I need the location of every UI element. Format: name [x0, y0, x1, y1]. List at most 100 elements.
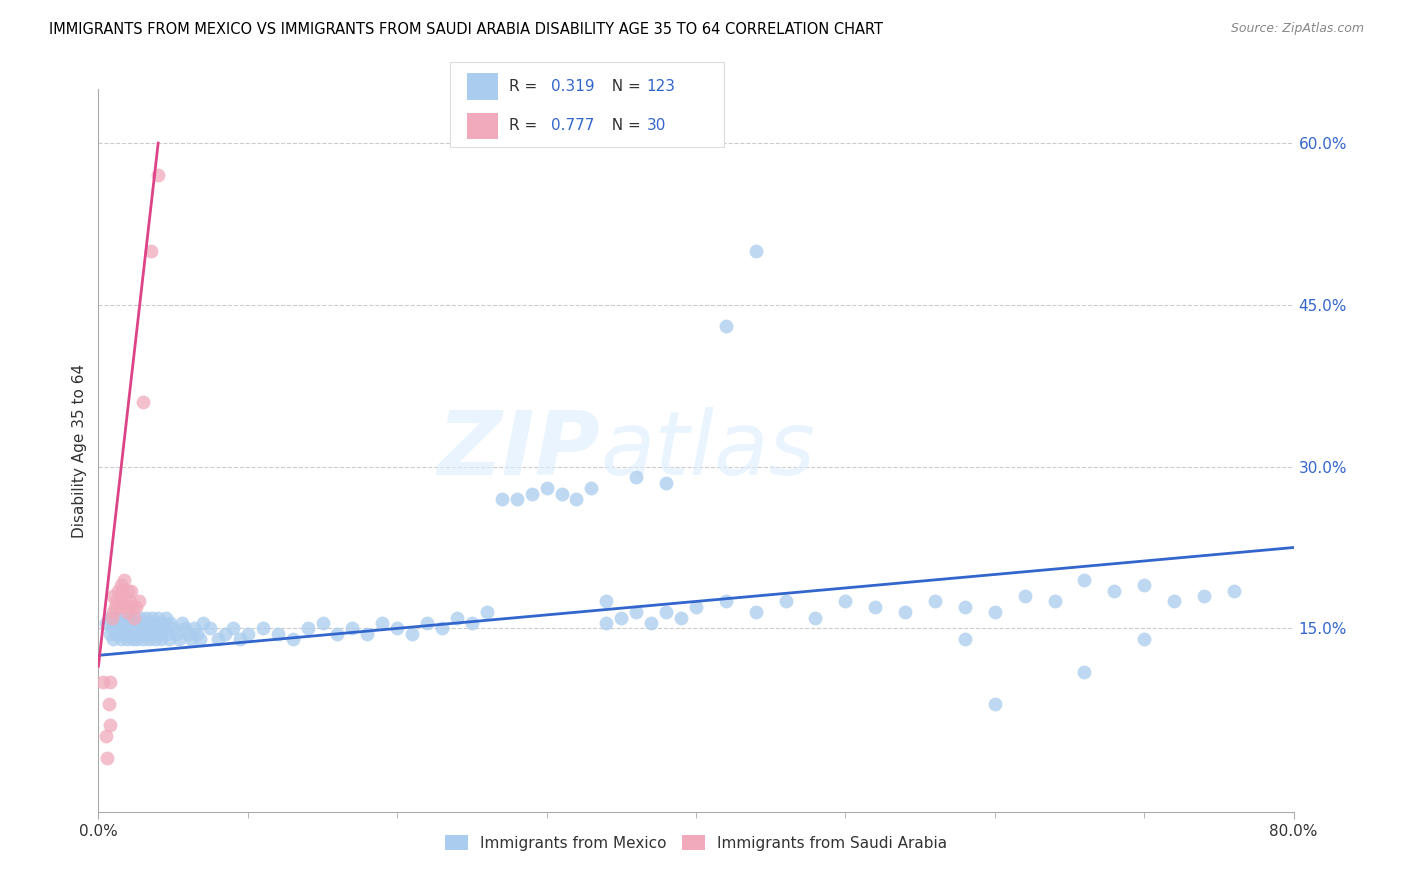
Point [356, 627, 378, 641]
Point [520, 486, 543, 500]
Point [141, 610, 163, 624]
Point [115, 632, 138, 647]
Point [128, 621, 150, 635]
Point [105, 627, 128, 641]
Point [207, 632, 229, 647]
Point [162, 621, 184, 635]
Point [110, 578, 132, 592]
Point [125, 615, 148, 630]
Point [103, 605, 125, 619]
Point [311, 615, 333, 630]
Point [103, 615, 125, 630]
Point [125, 599, 148, 614]
Point [132, 615, 155, 630]
Text: N =: N = [602, 119, 645, 134]
Point [669, 610, 692, 624]
Point [326, 627, 349, 641]
Text: 0.319: 0.319 [551, 78, 595, 94]
Point [1104, 583, 1126, 598]
Point [107, 583, 129, 598]
Point [110, 594, 132, 608]
Point [894, 605, 917, 619]
Point [104, 599, 127, 614]
Point [401, 627, 423, 641]
Point [595, 615, 617, 630]
Point [134, 621, 156, 635]
Point [865, 599, 887, 614]
Text: Source: ZipAtlas.com: Source: ZipAtlas.com [1230, 22, 1364, 36]
Point [148, 169, 170, 183]
Point [174, 621, 197, 635]
Point [145, 615, 167, 630]
Point [97, 697, 120, 711]
Point [114, 615, 136, 630]
Point [252, 621, 274, 635]
Point [104, 610, 127, 624]
Text: ZIP: ZIP [437, 407, 600, 494]
Text: R =: R = [509, 78, 543, 94]
Point [105, 594, 128, 608]
Point [142, 627, 165, 641]
Point [152, 615, 174, 630]
Point [385, 621, 409, 635]
Point [139, 244, 162, 258]
Point [117, 610, 139, 624]
Point [804, 610, 827, 624]
Point [165, 627, 187, 641]
Point [153, 621, 176, 635]
Text: atlas: atlas [600, 408, 815, 493]
Point [167, 632, 190, 647]
Point [984, 605, 1007, 619]
Point [953, 599, 976, 614]
Point [581, 481, 603, 495]
Point [191, 615, 214, 630]
Point [150, 632, 173, 647]
Point [139, 621, 162, 635]
Text: N =: N = [602, 78, 645, 94]
Point [128, 594, 150, 608]
Point [91, 675, 114, 690]
Point [94, 615, 117, 630]
Point [626, 470, 648, 484]
Point [1133, 632, 1156, 647]
Point [984, 697, 1007, 711]
Point [1223, 583, 1246, 598]
Point [110, 632, 132, 647]
Point [155, 610, 177, 624]
Point [1133, 578, 1156, 592]
Point [121, 632, 143, 647]
Point [97, 610, 120, 624]
Point [745, 244, 768, 258]
Point [214, 627, 236, 641]
Point [132, 395, 155, 409]
Point [536, 481, 558, 495]
Point [114, 594, 136, 608]
Point [626, 605, 648, 619]
Point [183, 621, 205, 635]
Point [157, 632, 180, 647]
Point [775, 594, 797, 608]
Point [149, 627, 172, 641]
Point [121, 599, 143, 614]
Point [1073, 665, 1095, 679]
Point [98, 718, 122, 732]
Point [96, 751, 118, 765]
Point [127, 632, 149, 647]
Point [111, 583, 134, 598]
Point [416, 615, 439, 630]
Point [655, 475, 678, 490]
Point [98, 675, 122, 690]
Point [132, 632, 155, 647]
Point [834, 594, 856, 608]
Point [342, 621, 364, 635]
Point [108, 615, 131, 630]
Point [131, 627, 153, 641]
Point [430, 621, 453, 635]
Point [159, 615, 181, 630]
Point [491, 491, 513, 506]
Point [506, 491, 529, 506]
Point [129, 610, 152, 624]
Point [111, 621, 134, 635]
Point [124, 610, 146, 624]
Point [117, 583, 139, 598]
